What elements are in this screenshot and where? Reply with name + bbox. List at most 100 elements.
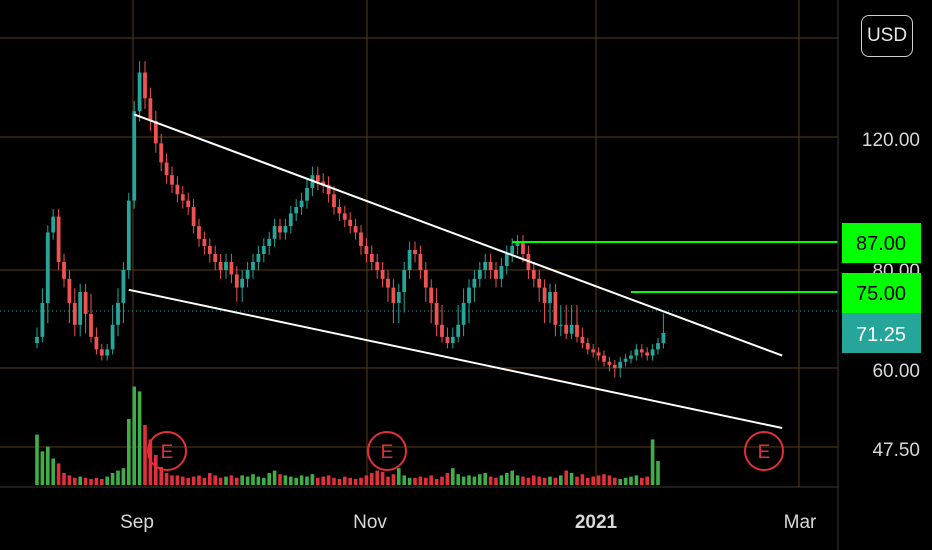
volume-bar: [483, 473, 487, 485]
volume-bar: [251, 474, 255, 485]
trendline-drawings[interactable]: [128, 113, 838, 430]
volume-bar: [542, 477, 547, 485]
volume-bar: [56, 463, 61, 485]
y-tick-label: 47.50: [872, 440, 920, 461]
volume-bar: [100, 479, 104, 485]
candle-body: [434, 302, 439, 325]
candle-body: [402, 270, 407, 292]
candle-body: [585, 343, 590, 350]
volume-bar: [278, 474, 282, 485]
volume-bar: [51, 458, 55, 485]
candle-body: [488, 262, 493, 270]
candle-body: [105, 349, 110, 356]
candle-body: [72, 302, 77, 325]
candle-body: [396, 292, 401, 303]
candle-body: [45, 232, 50, 303]
candle-body: [170, 175, 174, 185]
candle-body: [645, 352, 650, 356]
volume-bar: [283, 475, 288, 485]
candle-body: [240, 278, 245, 288]
candle-body: [580, 336, 585, 344]
candle-body: [207, 246, 212, 254]
candle-body: [510, 246, 515, 254]
candle-body: [348, 219, 353, 227]
candle-body: [132, 111, 137, 201]
candle-body: [612, 364, 617, 368]
volume-bar: [634, 475, 639, 485]
candle-body: [321, 181, 326, 185]
volume-bar: [305, 476, 309, 485]
volume-bar: [148, 439, 153, 485]
volume-bar: [505, 473, 509, 485]
candle-body: [391, 287, 396, 303]
volume-bar: [197, 475, 201, 485]
volume-bar: [46, 446, 50, 485]
candle-body: [89, 313, 93, 337]
volume-bar: [456, 474, 460, 485]
volume-bar: [326, 475, 331, 485]
volume-bar: [132, 386, 136, 485]
candle-body: [143, 72, 147, 99]
volume-bar: [510, 470, 514, 485]
candle-body: [537, 278, 542, 288]
candle-body: [67, 278, 72, 303]
candle-body: [332, 194, 336, 207]
candle-body: [218, 262, 223, 270]
volume-bar: [143, 425, 147, 485]
volume-bar: [110, 473, 115, 485]
candle-body: [656, 343, 660, 350]
currency-button[interactable]: USD: [861, 15, 913, 57]
volume-bar: [526, 477, 531, 485]
candle-body: [326, 184, 331, 195]
volume-bar: [229, 475, 234, 485]
candle-body: [445, 336, 450, 344]
x-tick-label: 2021: [575, 512, 618, 533]
volume-bar: [370, 473, 374, 485]
volume-bar: [650, 439, 655, 485]
volume-bar: [537, 476, 541, 485]
x-tick-label: Sep: [120, 512, 154, 533]
volume-bar: [618, 479, 622, 485]
candle-body: [467, 287, 471, 303]
volume-bar: [413, 477, 417, 485]
candle-body: [407, 250, 412, 270]
candle-body: [661, 333, 666, 344]
level-price-box: [842, 273, 921, 313]
candle-body: [634, 349, 639, 356]
volume-bar: [521, 476, 525, 485]
volume-bar: [213, 475, 217, 485]
candle-body: [191, 207, 196, 227]
candle-body: [159, 143, 164, 163]
volume-bar: [602, 474, 606, 485]
volume-bar: [607, 475, 612, 485]
volume-bar: [191, 476, 196, 485]
volume-bar: [494, 477, 498, 485]
candle-body: [386, 278, 390, 288]
volume-bar: [256, 476, 261, 485]
volume-bar: [62, 473, 66, 485]
volume-bar: [35, 434, 39, 485]
candle-body: [499, 266, 504, 279]
trendline: [133, 113, 783, 357]
volume-bar: [445, 473, 450, 485]
candle-body: [353, 226, 358, 233]
candle-body: [569, 324, 574, 334]
earnings-marker-label: E: [161, 442, 174, 463]
candle-body: [456, 324, 461, 337]
x-tick-label: Mar: [784, 512, 817, 533]
volume-bar: [321, 476, 325, 485]
volume-bar: [224, 476, 228, 485]
volume-bars: [35, 386, 660, 485]
candle-body: [148, 98, 153, 121]
candle-body: [229, 262, 234, 275]
candle-body: [202, 238, 207, 246]
current-price-box: [842, 313, 921, 353]
candle-body: [35, 336, 39, 344]
volume-bar: [380, 471, 385, 485]
candle-body: [175, 184, 180, 195]
candle-body: [440, 324, 444, 337]
candle-body: [639, 349, 644, 353]
candle-body: [472, 278, 477, 288]
